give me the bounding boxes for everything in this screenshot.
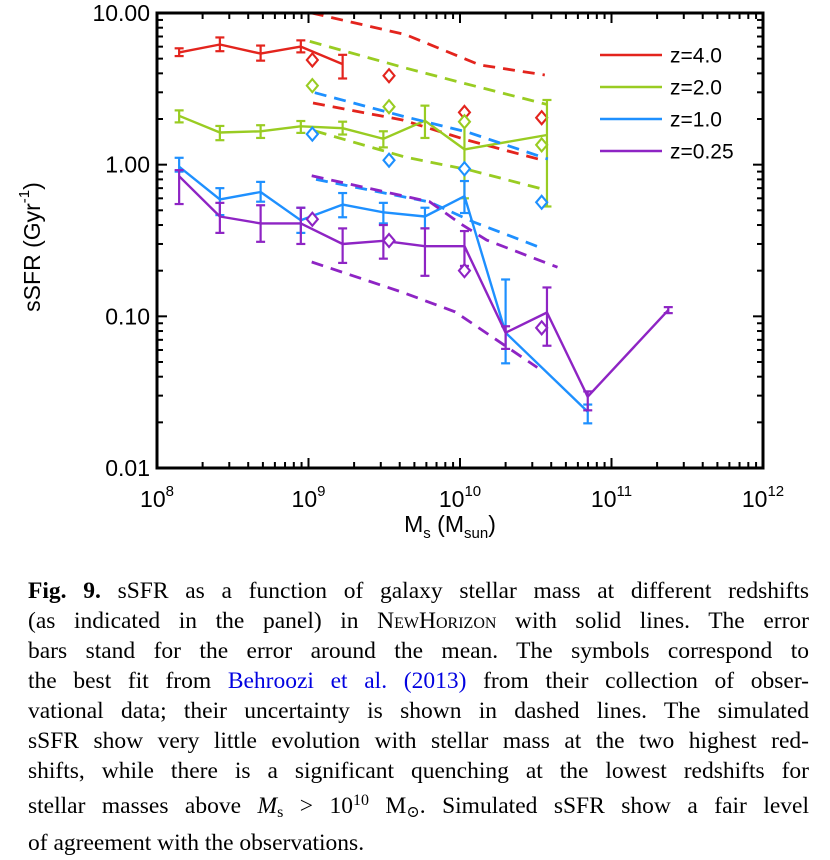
- series-z4-symbols: [305, 51, 549, 126]
- series-z1-dashed-lower: [315, 178, 540, 249]
- citation-link[interactable]: (2013): [403, 668, 467, 694]
- series-z2-errorbars: [174, 98, 552, 208]
- caption-line-3: bars stand for the error around the mean…: [28, 636, 809, 666]
- figure-9-plot: 10.00 1.00 0.10 0.01 108 109 1010 1011 1012 Ms (M…: [16, 0, 784, 542]
- plot-frame: [155, 11, 765, 470]
- series-z2-symbols: [305, 77, 549, 154]
- series-z2: [174, 40, 552, 208]
- series-z2-dashed-upper: [309, 40, 547, 106]
- series-z025-dashed-lower: [311, 260, 539, 369]
- best-fit-diamond: [457, 262, 472, 279]
- x-tick-label: 1012: [742, 483, 784, 512]
- caption-line-7: shifts, while there is a significant que…: [28, 756, 809, 786]
- caption-text: shifts, while there is a significant que…: [28, 758, 809, 784]
- caption-text: . Simulated sSFR show a fair level: [419, 792, 809, 819]
- best-fit-diamond: [382, 67, 396, 84]
- caption-text: > 10: [283, 792, 353, 819]
- best-fit-diamond: [534, 194, 549, 211]
- caption-text: bars stand for the error around the mean…: [28, 638, 809, 664]
- legend: z=4.0 z=2.0 z=1.0 z=0.25: [600, 45, 734, 164]
- best-fit-diamond: [305, 125, 320, 143]
- legend-label-z025: z=0.25: [670, 141, 734, 164]
- x-tick-label: 1011: [591, 483, 632, 512]
- best-fit-diamond: [305, 211, 320, 228]
- caption-text: M: [257, 792, 278, 819]
- series-z025-dashed-upper: [311, 174, 559, 269]
- best-fit-diamond: [457, 160, 472, 177]
- x-tick-label: 109: [292, 483, 326, 512]
- caption-text: (as indicated in the panel) in: [28, 608, 378, 634]
- best-fit-diamond: [305, 51, 320, 69]
- caption-line-8: stellar masses above Ms > 1010 M⊙. Simul…: [28, 786, 809, 828]
- best-fit-diamond: [382, 152, 396, 169]
- caption-text: M: [368, 792, 407, 819]
- y-axis-title: sSFR (Gyr-1): [16, 182, 45, 312]
- caption-text: from their collection of obser-: [466, 668, 810, 694]
- caption-text: of agreement with the observations.: [28, 829, 365, 856]
- series-z4: [174, 11, 549, 163]
- series-z2-dashed-lower: [314, 129, 547, 192]
- caption-line-2: (as indicated in the panel) in NewHorizo…: [28, 606, 809, 636]
- caption-line-6: sSFR show very little evolution with ste…: [28, 726, 809, 756]
- caption-text: sSFR as a function of galaxy stellar mas…: [100, 578, 809, 604]
- series-z1-errorbars: [174, 156, 593, 425]
- best-fit-diamond: [534, 136, 549, 154]
- series-z025: [174, 169, 673, 412]
- caption-text: Fig. 9.: [28, 578, 101, 604]
- series-z2-line: [178, 114, 548, 151]
- legend-label-z2: z=2.0: [670, 77, 722, 100]
- caption-text: sSFR show very little evolution with ste…: [28, 728, 809, 754]
- x-axis-title: Ms (Msun): [404, 511, 496, 542]
- best-fit-diamond: [305, 77, 320, 94]
- caption-text: with solid lines. The error: [496, 608, 809, 634]
- x-tick-label: 108: [140, 483, 174, 512]
- best-fit-diamond: [382, 98, 396, 115]
- y-tick-label: 10.00: [92, 0, 150, 26]
- caption-line-4: the best fit from Behroozi et al. (2013)…: [28, 666, 809, 696]
- legend-label-z4: z=4.0: [670, 45, 722, 68]
- series-z1-line: [178, 165, 589, 413]
- caption-text: NewHorizon: [377, 608, 497, 634]
- legend-label-z1: z=1.0: [670, 109, 722, 132]
- x-tick-label: 1010: [439, 483, 481, 512]
- caption-text: 10: [353, 792, 369, 809]
- caption-text: ⊙: [406, 803, 420, 821]
- caption-text: vational data; their uncertainty is show…: [28, 698, 809, 724]
- series-z025-errorbars: [174, 169, 673, 412]
- caption-text: stellar masses above: [28, 792, 258, 819]
- y-tick-label: 0.10: [105, 303, 150, 329]
- caption-line-5: vational data; their uncertainty is show…: [28, 696, 809, 726]
- caption-text: s: [277, 803, 284, 821]
- series-z4-dashed-upper: [311, 11, 546, 77]
- y-tick-label: 1.00: [105, 152, 150, 178]
- citation-link[interactable]: Behroozi et al.: [227, 668, 388, 694]
- caption-text: the best fit from: [28, 668, 228, 694]
- caption: Fig. 9. sSFR as a function of galaxy ste…: [28, 576, 809, 858]
- series-z4-dashed-lower: [312, 101, 546, 163]
- best-fit-diamond: [382, 232, 396, 249]
- series-z025-line: [178, 175, 670, 398]
- best-fit-diamond: [457, 113, 472, 130]
- y-tick-label: 0.01: [105, 455, 150, 481]
- series-z4-line: [178, 43, 344, 66]
- caption-line-1: Fig. 9. sSFR as a function of galaxy ste…: [28, 576, 809, 606]
- best-fit-diamond: [534, 109, 549, 126]
- series-z4-errorbars: [174, 36, 348, 80]
- series-z025-symbols: [305, 211, 549, 336]
- caption-line-9: of agreement with the observations.: [28, 828, 809, 858]
- caption-text: [387, 668, 404, 694]
- best-fit-diamond: [534, 319, 549, 336]
- series-z1-symbols: [305, 125, 549, 211]
- series-z1-dashed-upper: [314, 91, 549, 161]
